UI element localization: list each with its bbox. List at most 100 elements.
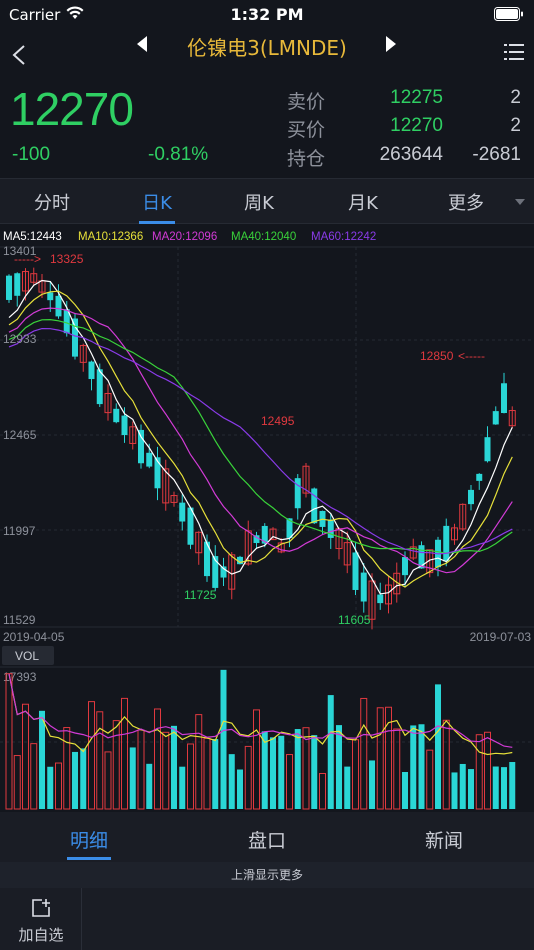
ma5-legend: MA5:12443 bbox=[3, 231, 62, 243]
nav-bar: 伦镍电3(LMNDE) bbox=[0, 30, 534, 80]
volume-bar bbox=[55, 762, 62, 810]
candle-body bbox=[104, 392, 112, 414]
candle-body bbox=[253, 535, 260, 544]
candle-body bbox=[476, 473, 483, 481]
detail-tabs: 明细 盘口 新闻 bbox=[0, 812, 534, 862]
ma-line bbox=[8, 318, 513, 554]
volume-bar bbox=[13, 755, 21, 810]
kline-svg[interactable]: MA5:12443 MA10:12366 MA20:12096 MA40:120… bbox=[0, 225, 534, 812]
annotation-mid-high: 12495 bbox=[261, 414, 295, 428]
volume-bar bbox=[129, 747, 136, 809]
candle-body bbox=[113, 408, 120, 423]
candle-body bbox=[138, 429, 144, 464]
volume-bar bbox=[501, 767, 507, 809]
price-change-pct: -0.81% bbox=[148, 144, 209, 165]
volume-bar bbox=[212, 739, 219, 809]
volume-bar bbox=[278, 735, 285, 809]
candle-body bbox=[484, 437, 491, 462]
candle-body bbox=[443, 525, 450, 562]
battery-icon bbox=[494, 7, 523, 21]
volume-bar bbox=[22, 703, 29, 810]
candle-body bbox=[55, 295, 62, 317]
candle-body bbox=[286, 518, 293, 538]
x-end-date: 2019-07-03 bbox=[470, 630, 532, 644]
volume-bar bbox=[402, 771, 408, 809]
candle-body bbox=[385, 584, 392, 605]
carrier-label: Carrier bbox=[9, 6, 61, 24]
annotation-high-right-arrow: <----- bbox=[458, 349, 485, 363]
open-interest-label: 持仓 bbox=[287, 148, 326, 170]
chevron-down-icon[interactable] bbox=[514, 198, 526, 206]
volume-bar bbox=[435, 684, 441, 809]
volume-bar bbox=[63, 727, 71, 810]
y-tick-4: 11997 bbox=[3, 524, 36, 538]
candle-body bbox=[302, 465, 310, 494]
volume-bar bbox=[154, 708, 161, 810]
next-contract-icon[interactable] bbox=[384, 35, 398, 53]
volume-max: 17393 bbox=[3, 670, 37, 684]
candle-body bbox=[237, 556, 243, 565]
volume-bar bbox=[393, 728, 401, 810]
candle-body bbox=[492, 411, 499, 425]
volume-bar bbox=[294, 729, 301, 809]
wifi-icon bbox=[66, 6, 84, 19]
price-grid bbox=[0, 247, 534, 627]
volume-bar bbox=[80, 748, 87, 809]
volume-bars bbox=[5, 669, 516, 810]
open-interest-row: 持仓 263644 -2681 bbox=[287, 144, 523, 172]
annotation-low-right: 11605 bbox=[338, 613, 371, 627]
footer-toolbar: 加自选 bbox=[0, 888, 534, 950]
volume-bar bbox=[319, 772, 326, 810]
volume-bar bbox=[171, 725, 177, 809]
volume-bar bbox=[311, 735, 318, 809]
volume-bar bbox=[237, 769, 243, 809]
volume-bar bbox=[253, 709, 260, 810]
tab-daily-k[interactable]: 日K bbox=[142, 193, 172, 214]
candle-body bbox=[269, 528, 277, 541]
ma-line bbox=[8, 327, 513, 555]
volume-bar bbox=[5, 673, 13, 810]
volume-label-bg[interactable] bbox=[2, 646, 54, 665]
add-watchlist-icon bbox=[32, 899, 50, 917]
tab-order-book[interactable]: 盘口 bbox=[247, 830, 286, 852]
annotation-high-left-arrow: -----> bbox=[14, 252, 41, 266]
volume-bar bbox=[286, 754, 293, 810]
tab-more[interactable]: 更多 bbox=[448, 193, 484, 214]
kline-chart[interactable]: MA5:12443 MA10:12366 MA20:12096 MA40:120… bbox=[0, 225, 534, 812]
volume-bar bbox=[104, 751, 112, 810]
volume-bar bbox=[195, 714, 203, 810]
volume-bar bbox=[146, 763, 153, 809]
tab-intraday[interactable]: 分时 bbox=[34, 193, 70, 214]
tab-monthly-k[interactable]: 月K bbox=[348, 193, 378, 214]
ma-line bbox=[8, 290, 513, 588]
annotation-high-right: 12850 bbox=[420, 349, 454, 363]
candle-body bbox=[377, 594, 384, 604]
volume-bar bbox=[509, 762, 516, 809]
volume-bar bbox=[410, 725, 417, 809]
volume-bar bbox=[344, 766, 351, 809]
tab-weekly-k[interactable]: 周K bbox=[244, 193, 274, 214]
volume-bar bbox=[442, 719, 450, 810]
ma-line bbox=[8, 279, 513, 595]
volume-bar bbox=[88, 701, 95, 810]
menu-icon[interactable] bbox=[504, 42, 524, 62]
candle-body bbox=[418, 545, 425, 569]
volume-label[interactable]: VOL bbox=[15, 649, 39, 663]
candle-body bbox=[72, 318, 78, 357]
tab-news[interactable]: 新闻 bbox=[424, 830, 463, 852]
volume-bar bbox=[369, 760, 375, 809]
ma10-legend: MA10:12366 bbox=[78, 231, 143, 243]
prev-contract-icon[interactable] bbox=[135, 35, 149, 53]
back-icon[interactable] bbox=[6, 38, 34, 72]
tab-details[interactable]: 明细 bbox=[69, 830, 108, 852]
volume-bar bbox=[187, 743, 194, 810]
open-interest-change: -2681 bbox=[472, 144, 521, 165]
volume-bar bbox=[96, 711, 104, 810]
volume-bar bbox=[47, 766, 54, 809]
active-detail-indicator bbox=[67, 857, 111, 860]
candle-body bbox=[154, 457, 161, 489]
volume-bar bbox=[475, 734, 483, 810]
add-watchlist-button[interactable]: 加自选 bbox=[0, 888, 82, 950]
candle-body bbox=[14, 273, 21, 296]
candle-body bbox=[121, 415, 128, 436]
